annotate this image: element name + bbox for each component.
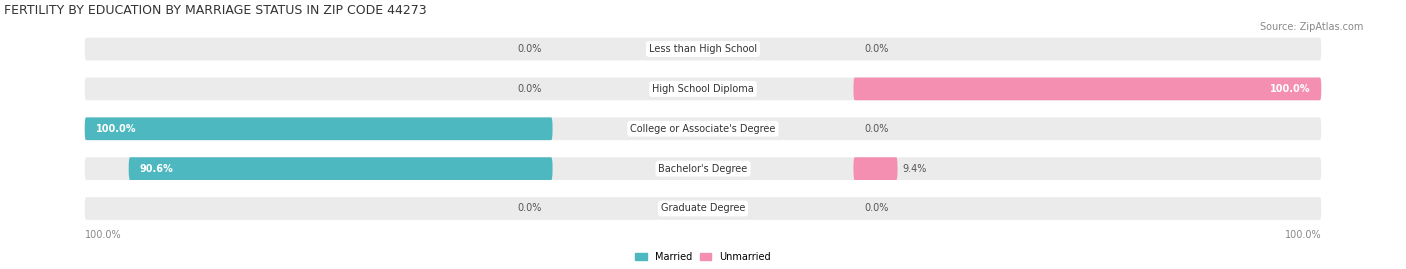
Text: 0.0%: 0.0% xyxy=(865,44,889,54)
Text: 100.0%: 100.0% xyxy=(1285,231,1322,240)
Text: College or Associate's Degree: College or Associate's Degree xyxy=(630,124,776,134)
Text: Source: ZipAtlas.com: Source: ZipAtlas.com xyxy=(1260,22,1364,31)
Text: 100.0%: 100.0% xyxy=(96,124,136,134)
FancyBboxPatch shape xyxy=(84,77,1322,100)
FancyBboxPatch shape xyxy=(84,197,1322,220)
Text: 100.0%: 100.0% xyxy=(1270,84,1310,94)
Text: 0.0%: 0.0% xyxy=(517,203,541,214)
Legend: Married, Unmarried: Married, Unmarried xyxy=(633,249,773,265)
Text: Graduate Degree: Graduate Degree xyxy=(661,203,745,214)
Text: Bachelor's Degree: Bachelor's Degree xyxy=(658,164,748,174)
Text: FERTILITY BY EDUCATION BY MARRIAGE STATUS IN ZIP CODE 44273: FERTILITY BY EDUCATION BY MARRIAGE STATU… xyxy=(4,4,427,17)
Text: High School Diploma: High School Diploma xyxy=(652,84,754,94)
FancyBboxPatch shape xyxy=(84,38,1322,61)
Text: 0.0%: 0.0% xyxy=(865,203,889,214)
Text: 100.0%: 100.0% xyxy=(84,231,121,240)
FancyBboxPatch shape xyxy=(129,157,553,180)
Text: 0.0%: 0.0% xyxy=(865,124,889,134)
FancyBboxPatch shape xyxy=(84,117,1322,140)
Text: 0.0%: 0.0% xyxy=(517,84,541,94)
FancyBboxPatch shape xyxy=(853,157,897,180)
Text: 9.4%: 9.4% xyxy=(903,164,927,174)
Text: 90.6%: 90.6% xyxy=(139,164,173,174)
FancyBboxPatch shape xyxy=(84,117,553,140)
FancyBboxPatch shape xyxy=(84,157,1322,180)
Text: 0.0%: 0.0% xyxy=(517,44,541,54)
FancyBboxPatch shape xyxy=(853,77,1322,100)
Text: Less than High School: Less than High School xyxy=(650,44,756,54)
